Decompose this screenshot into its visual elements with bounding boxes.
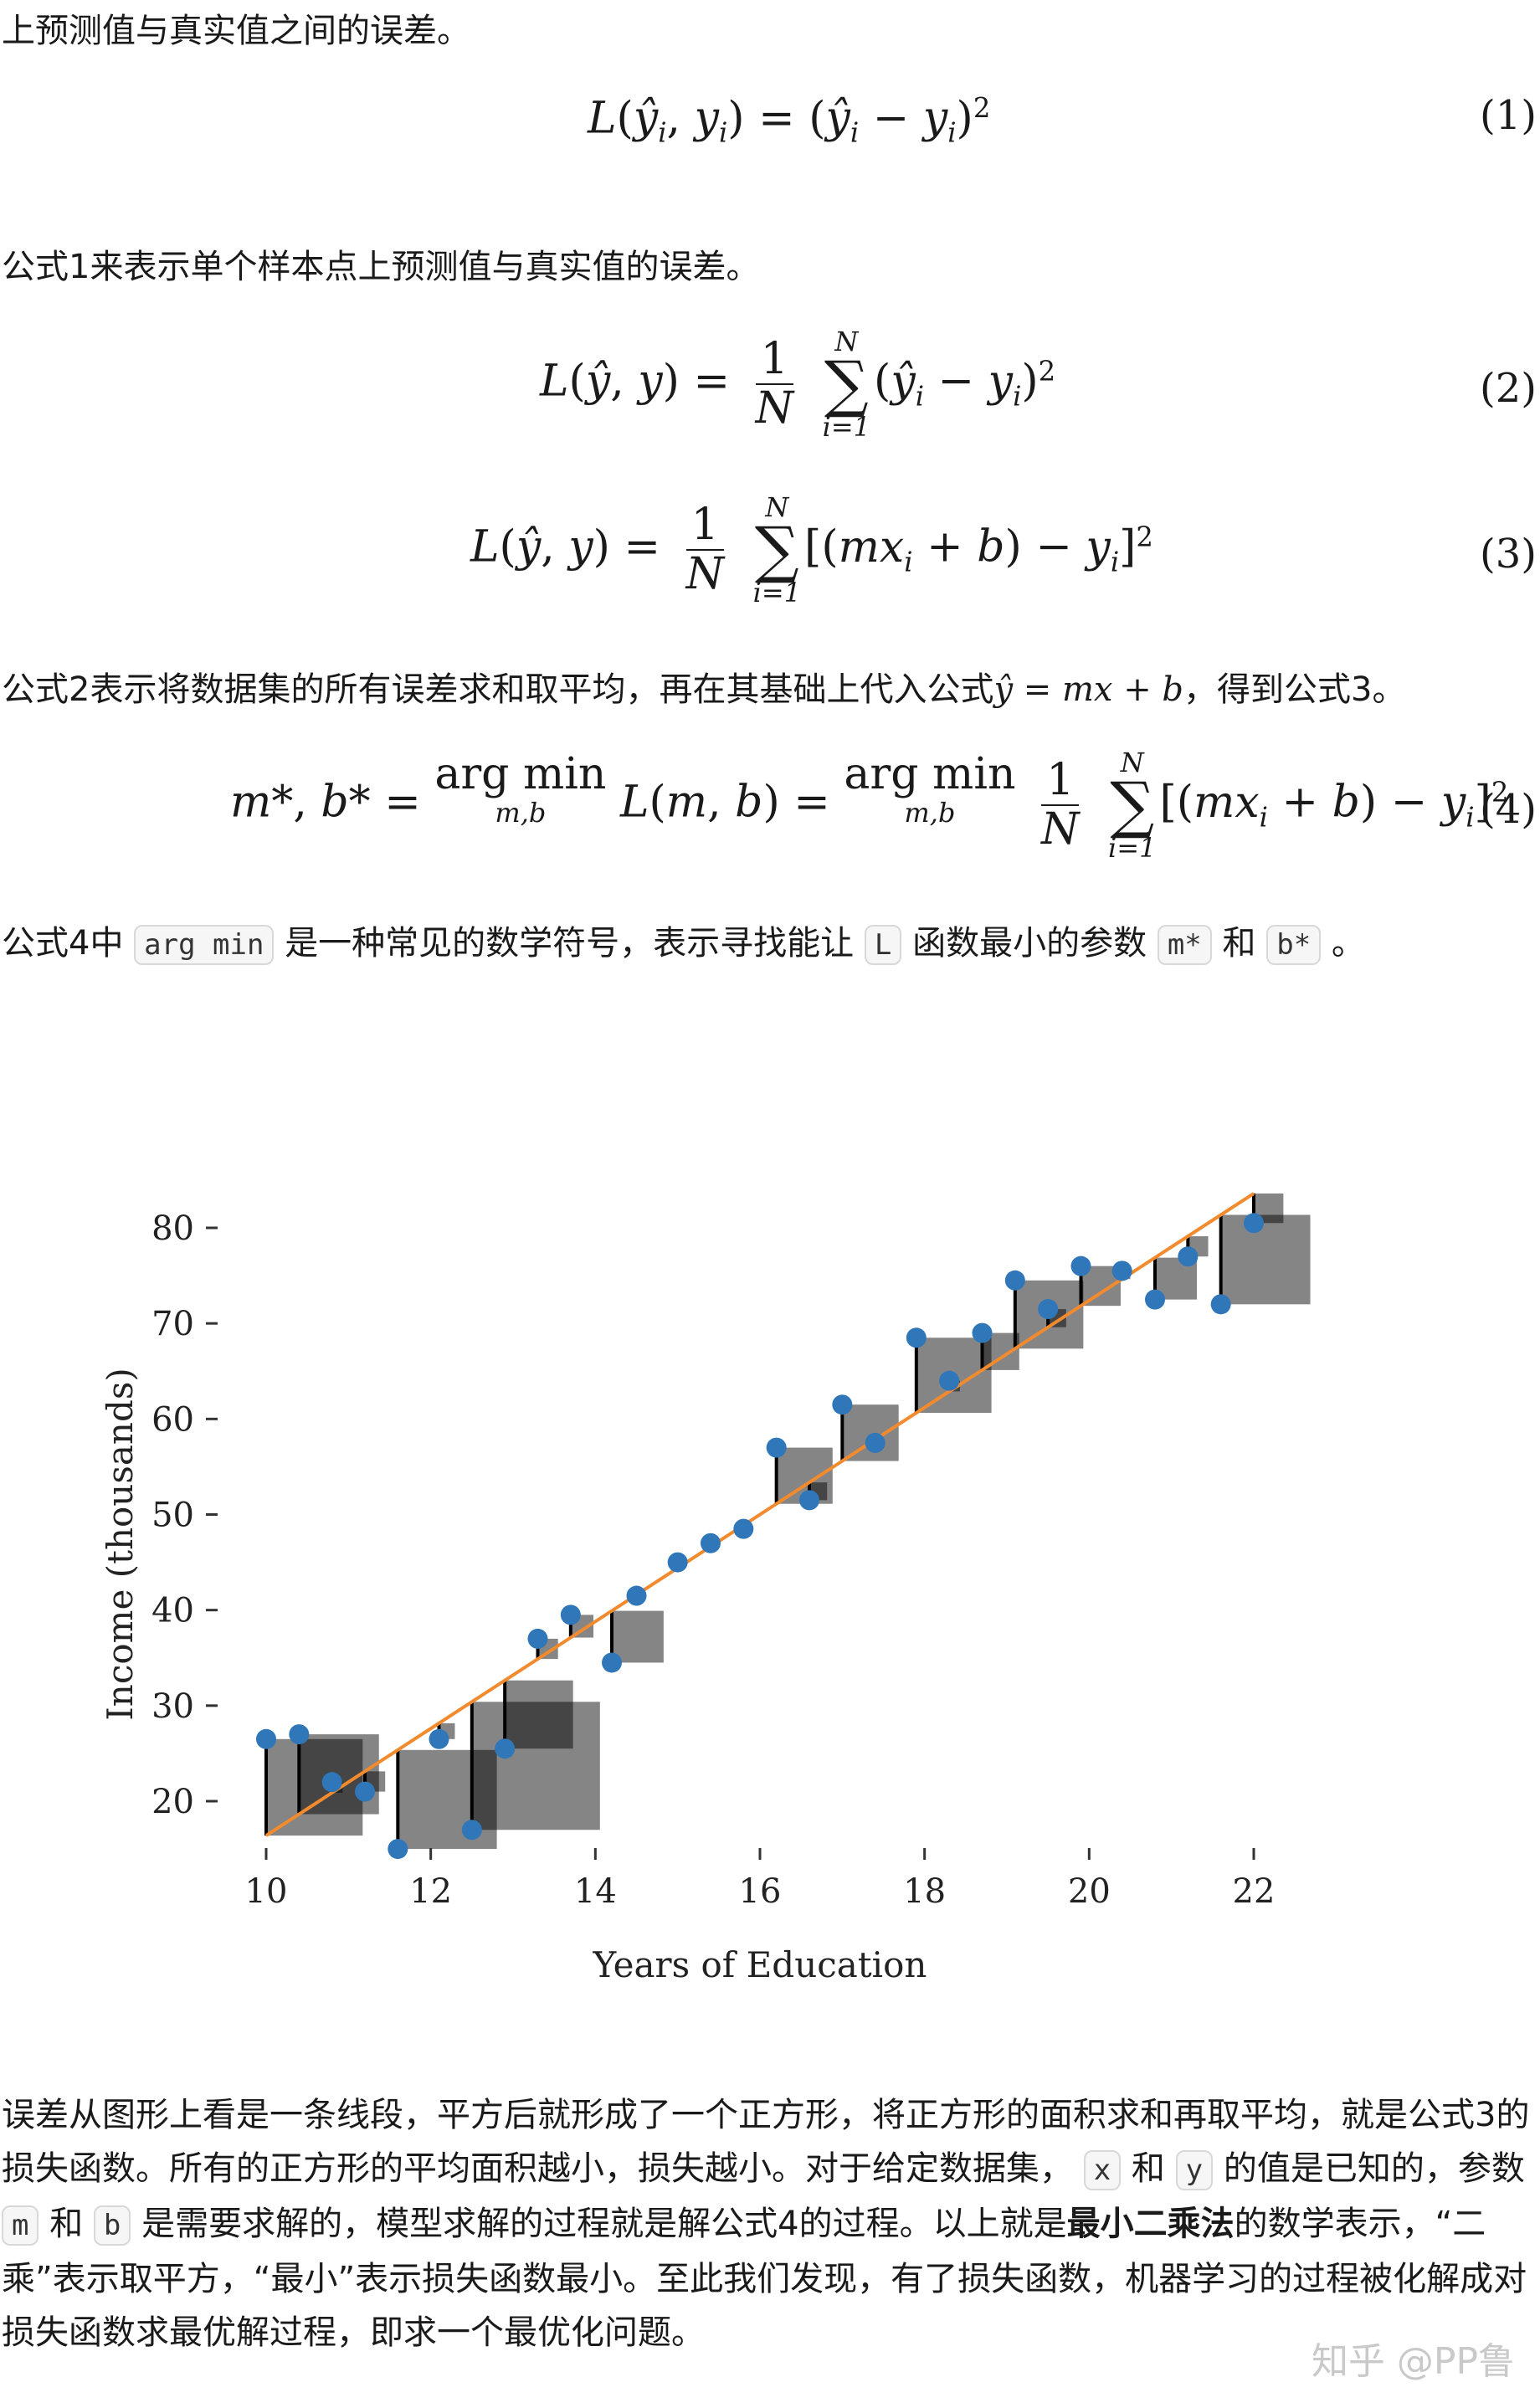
paragraph-argmin: 公式4中 arg min 是一种常见的数学符号，表示寻找能让 L 函数最小的参数… — [2, 919, 1365, 969]
x-tick-label: 12 — [409, 1872, 452, 1911]
data-points — [256, 1213, 1264, 1860]
data-point — [527, 1628, 548, 1649]
paragraph-argmin-mid2: 函数最小的参数 — [912, 924, 1147, 963]
data-point — [602, 1652, 622, 1673]
paragraph-argmin-mid1: 是一种常见的数学符号，表示寻找能让 — [285, 924, 855, 963]
data-point — [429, 1728, 449, 1749]
paragraph-argmin-and: 和 — [1222, 924, 1256, 963]
y-tick-label: 60 — [151, 1400, 194, 1439]
code-b-star: b* — [1266, 925, 1322, 965]
data-point — [560, 1604, 581, 1625]
paragraph-intro: 上预测值与真实值之间的误差。 — [2, 12, 470, 50]
x-axis-ticks: 10 12 14 16 18 20 22 — [245, 1848, 1276, 1911]
data-point — [832, 1394, 853, 1415]
data-point — [1070, 1255, 1091, 1276]
paragraph-eq2-desc: 公式2表示将数据集的所有误差求和取平均，再在其基础上代入公式ŷ = mx + b… — [2, 665, 1406, 714]
paragraph-argmin-end: 。 — [1331, 924, 1365, 963]
residual-square — [505, 1680, 573, 1749]
residual-square — [266, 1738, 363, 1836]
code-m: m — [2, 2205, 39, 2246]
paragraph-eq2-desc-pre: 公式2表示将数据集的所有误差求和取平均，再在其基础上代入公式 — [2, 670, 994, 709]
y-tick-label: 80 — [151, 1209, 194, 1248]
data-point — [733, 1518, 754, 1539]
code-arg-min: arg min — [134, 925, 275, 965]
data-point — [939, 1370, 960, 1391]
code-L: L — [864, 925, 902, 965]
conclusion-text-b: 的值是已知的，参数 — [1223, 2149, 1525, 2188]
data-point — [1178, 1246, 1199, 1267]
data-point — [766, 1437, 787, 1458]
conclusion-text-a: 误差从图形上看是一条线段，平方后就形成了一个正方形，将正方形的面积求和再取平均，… — [2, 2096, 1530, 2188]
data-point — [1244, 1213, 1264, 1234]
conclusion-and-2: 和 — [49, 2205, 84, 2243]
data-point — [701, 1533, 721, 1553]
paragraph-eq2-desc-post: ，得到公式3。 — [1183, 670, 1406, 709]
equation-2-number: (2) — [1480, 365, 1537, 412]
code-y: y — [1175, 2150, 1214, 2190]
data-point — [626, 1585, 647, 1606]
data-point — [461, 1820, 482, 1841]
watermark: 知乎 @PP鲁 — [1311, 2340, 1515, 2383]
data-point — [799, 1490, 819, 1511]
x-tick-label: 16 — [739, 1872, 782, 1911]
code-m-star: m* — [1157, 925, 1212, 965]
code-b: b — [93, 2205, 131, 2246]
conclusion-text-c: 是需要求解的，模型求解的过程就是解公式4的过程。以上就是 — [141, 2205, 1067, 2243]
y-tick-label: 40 — [151, 1592, 194, 1630]
data-point — [906, 1327, 927, 1348]
x-tick-label: 10 — [245, 1872, 288, 1911]
least-squares-term: 最小二乘法 — [1066, 2205, 1235, 2243]
x-tick-label: 22 — [1233, 1872, 1276, 1911]
data-point — [972, 1322, 993, 1343]
residual-square — [612, 1610, 664, 1663]
data-point — [865, 1432, 886, 1453]
conclusion-text-d: 的数学表示，“二乘”表示取平方，“最小”表示损失函数最小。至此我们发现，有了损失… — [2, 2205, 1527, 2352]
data-point — [1111, 1260, 1132, 1281]
x-tick-label: 14 — [574, 1872, 617, 1911]
data-point — [1038, 1299, 1059, 1320]
residual-squares — [266, 1193, 1311, 1850]
data-point — [355, 1781, 375, 1802]
inline-formula-yhat: ŷ = mx + b — [993, 670, 1184, 709]
paragraph-conclusion: 误差从图形上看是一条线段，平方后就形成了一个正方形，将正方形的面积求和再取平均，… — [2, 2088, 1538, 2359]
code-x: x — [1083, 2150, 1122, 2190]
equation-1-number: (1) — [1480, 92, 1537, 139]
paragraph-eq1-desc: 公式1来表示单个样本点上预测值与真实值的误差。 — [2, 248, 760, 286]
x-axis-label: Years of Education — [593, 1944, 927, 1985]
data-point — [289, 1724, 310, 1745]
least-squares-chart: 10 12 14 16 18 20 22 20 30 40 50 60 70 80 Years of E… — [100, 1192, 1311, 1985]
data-point — [667, 1552, 688, 1573]
y-axis-ticks: 20 30 40 50 60 70 80 — [151, 1209, 218, 1821]
data-point — [1145, 1289, 1165, 1310]
x-tick-label: 18 — [903, 1872, 946, 1911]
data-point — [256, 1728, 276, 1749]
data-point — [1004, 1270, 1025, 1291]
y-tick-label: 70 — [151, 1305, 194, 1343]
y-tick-label: 50 — [151, 1497, 194, 1535]
y-axis-label: Income (thousands) — [100, 1368, 141, 1721]
data-point — [388, 1839, 408, 1860]
data-point — [1210, 1294, 1231, 1315]
residual-square — [842, 1404, 899, 1461]
equation-4-number: (4) — [1480, 786, 1537, 833]
data-point — [495, 1738, 516, 1759]
conclusion-and-1: 和 — [1131, 2149, 1165, 2188]
x-tick-label: 20 — [1068, 1872, 1111, 1911]
residual-square — [1220, 1214, 1311, 1305]
y-tick-label: 30 — [151, 1687, 194, 1726]
regression-line — [264, 1192, 1255, 1837]
residual-square — [471, 1702, 600, 1830]
y-tick-label: 20 — [151, 1783, 194, 1821]
equation-3-number: (3) — [1480, 531, 1537, 578]
data-point — [321, 1772, 342, 1793]
paragraph-argmin-pre: 公式4中 — [2, 924, 124, 963]
